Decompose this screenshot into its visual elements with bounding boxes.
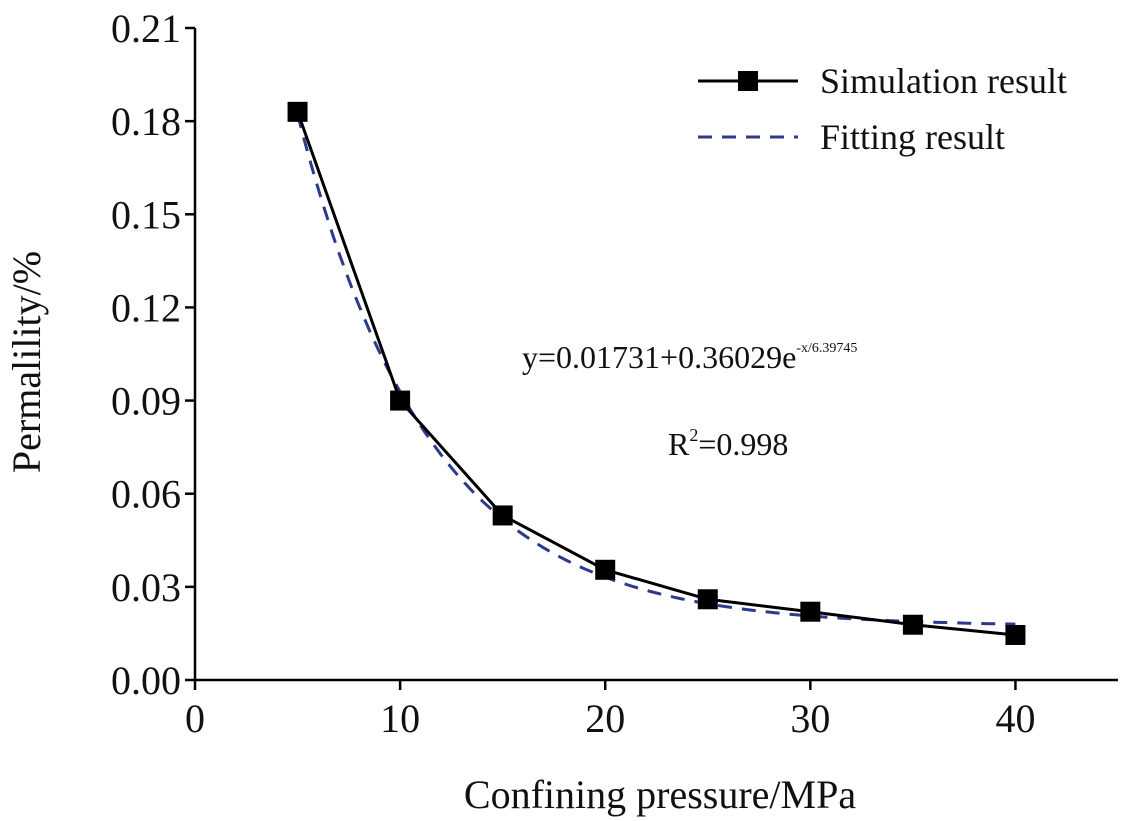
legend-simulation-marker: [738, 71, 758, 91]
fitting-series: [296, 113, 1016, 626]
fitting-curve: [296, 113, 1016, 626]
y-tick-label: 0.21: [111, 6, 181, 51]
x-tick-label: 0: [185, 696, 205, 741]
legend: Simulation result Fitting result: [698, 61, 1067, 157]
y-axis-title: Permalility/%: [4, 251, 49, 473]
y-tick-label: 0.12: [111, 285, 181, 330]
simulation-point: [1005, 624, 1026, 645]
r2-prefix: R: [668, 426, 690, 462]
equation-exponent: -x/6.39745: [796, 341, 857, 356]
y-tick-label: 0.06: [111, 472, 181, 517]
y-tick-label: 0.18: [111, 99, 181, 144]
r2-value: =0.998: [698, 426, 788, 462]
x-tick-label: 10: [380, 696, 420, 741]
simulation-point: [800, 601, 821, 622]
y-tick-label: 0.00: [111, 658, 181, 703]
axes: [193, 28, 1118, 682]
r2-sup: 2: [689, 425, 698, 445]
y-axis-ticks: 0.00 0.03 0.06 0.09 0.12 0.15 0.18 0.21: [111, 6, 195, 703]
simulation-point: [390, 390, 411, 411]
x-tick-label: 40: [995, 696, 1035, 741]
simulation-series: [287, 101, 1026, 645]
simulation-point: [492, 505, 513, 526]
equation-annotation: y=0.01731+0.36029e-x/6.39745: [522, 339, 857, 375]
y-tick-label: 0.03: [111, 565, 181, 610]
legend-simulation-label: Simulation result: [820, 61, 1067, 101]
r-squared-annotation: R2=0.998: [668, 425, 788, 462]
equation-main: y=0.01731+0.36029e: [522, 339, 796, 375]
simulation-point: [595, 559, 616, 580]
simulation-point: [902, 614, 923, 635]
y-tick-label: 0.09: [111, 379, 181, 424]
x-axis-ticks: 0 10 20 30 40: [185, 680, 1035, 741]
legend-fitting-label: Fitting result: [820, 117, 1005, 157]
x-tick-label: 30: [790, 696, 830, 741]
simulation-line: [296, 111, 1016, 637]
y-tick-label: 0.15: [111, 192, 181, 237]
x-tick-label: 20: [585, 696, 625, 741]
simulation-point: [287, 101, 308, 122]
simulation-point: [697, 589, 718, 610]
x-axis-title: Confining pressure/MPa: [464, 772, 856, 817]
